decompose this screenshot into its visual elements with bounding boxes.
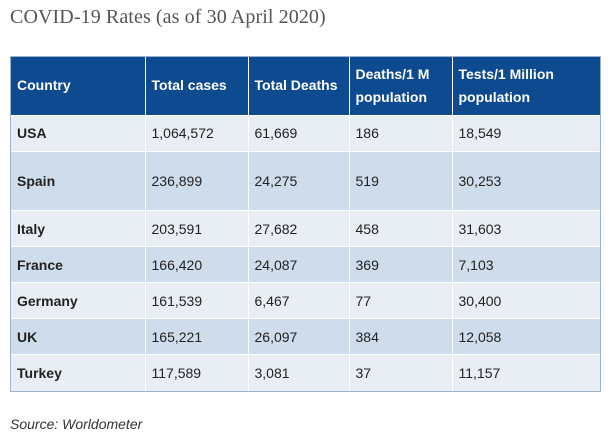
cell-total-deaths: 3,081	[248, 354, 350, 391]
cell-deaths-per-million: 519	[349, 150, 453, 211]
table-row: Italy 203,591 27,682 458 31,603	[11, 210, 600, 247]
page-title: COVID-19 Rates (as of 30 April 2020)	[10, 6, 326, 28]
cell-total-deaths: 61,669	[248, 114, 350, 152]
cell-deaths-per-million: 369	[349, 246, 453, 283]
table-row: Turkey 117,589 3,081 37 11,157	[11, 354, 600, 391]
table-row: USA 1,064,572 61,669 186 18,549	[11, 114, 600, 152]
table-row: UK 165,221 26,097 384 12,058	[11, 318, 600, 355]
header-deaths-line2: population	[355, 88, 428, 105]
cell-country: France	[11, 246, 146, 283]
cell-total-cases: 1,064,572	[145, 114, 249, 152]
cell-deaths-per-million: 186	[349, 114, 453, 152]
table-row: Germany 161,539 6,467 77 30,400	[11, 282, 600, 319]
cell-tests-per-million: 11,157	[452, 354, 600, 391]
header-deaths-per-million: Deaths/1 M population	[349, 57, 453, 115]
header-total-cases: Total cases	[145, 57, 249, 115]
table-header-row: Country Total cases Total Deaths Deaths/…	[11, 57, 600, 115]
cell-country: Italy	[11, 210, 146, 247]
header-total-deaths: Total Deaths	[248, 57, 350, 115]
cell-deaths-per-million: 37	[349, 354, 453, 391]
cell-deaths-per-million: 384	[349, 318, 453, 355]
cell-total-cases: 236,899	[145, 150, 249, 211]
cell-tests-per-million: 7,103	[452, 246, 600, 283]
cell-total-deaths: 24,275	[248, 150, 350, 211]
header-tests-per-million: Tests/1 Million population	[452, 57, 600, 115]
cell-country: Spain	[11, 150, 146, 211]
table-row: Spain 236,899 24,275 519 30,253	[11, 150, 600, 211]
cell-tests-per-million: 30,253	[452, 150, 600, 211]
header-tests-line1: Tests/1 Million	[458, 65, 554, 82]
cell-tests-per-million: 18,549	[452, 114, 600, 152]
covid-rates-table: Country Total cases Total Deaths Deaths/…	[10, 56, 601, 392]
cell-deaths-per-million: 458	[349, 210, 453, 247]
cell-total-deaths: 24,087	[248, 246, 350, 283]
cell-tests-per-million: 31,603	[452, 210, 600, 247]
cell-total-deaths: 27,682	[248, 210, 350, 247]
cell-total-cases: 166,420	[145, 246, 249, 283]
cell-total-cases: 117,589	[145, 354, 249, 391]
cell-deaths-per-million: 77	[349, 282, 453, 319]
cell-total-cases: 203,591	[145, 210, 249, 247]
cell-total-cases: 161,539	[145, 282, 249, 319]
table-row: France 166,420 24,087 369 7,103	[11, 246, 600, 283]
cell-total-cases: 165,221	[145, 318, 249, 355]
header-deaths-line1: Deaths/1 M	[355, 65, 430, 82]
cell-country: Turkey	[11, 354, 146, 391]
cell-tests-per-million: 30,400	[452, 282, 600, 319]
cell-country: Germany	[11, 282, 146, 319]
cell-tests-per-million: 12,058	[452, 318, 600, 355]
cell-total-deaths: 6,467	[248, 282, 350, 319]
header-tests-line2: population	[458, 88, 531, 105]
cell-country: UK	[11, 318, 146, 355]
source-note: Source: Worldometer	[10, 416, 143, 432]
cell-country: USA	[11, 114, 146, 152]
header-country: Country	[11, 57, 146, 115]
cell-total-deaths: 26,097	[248, 318, 350, 355]
